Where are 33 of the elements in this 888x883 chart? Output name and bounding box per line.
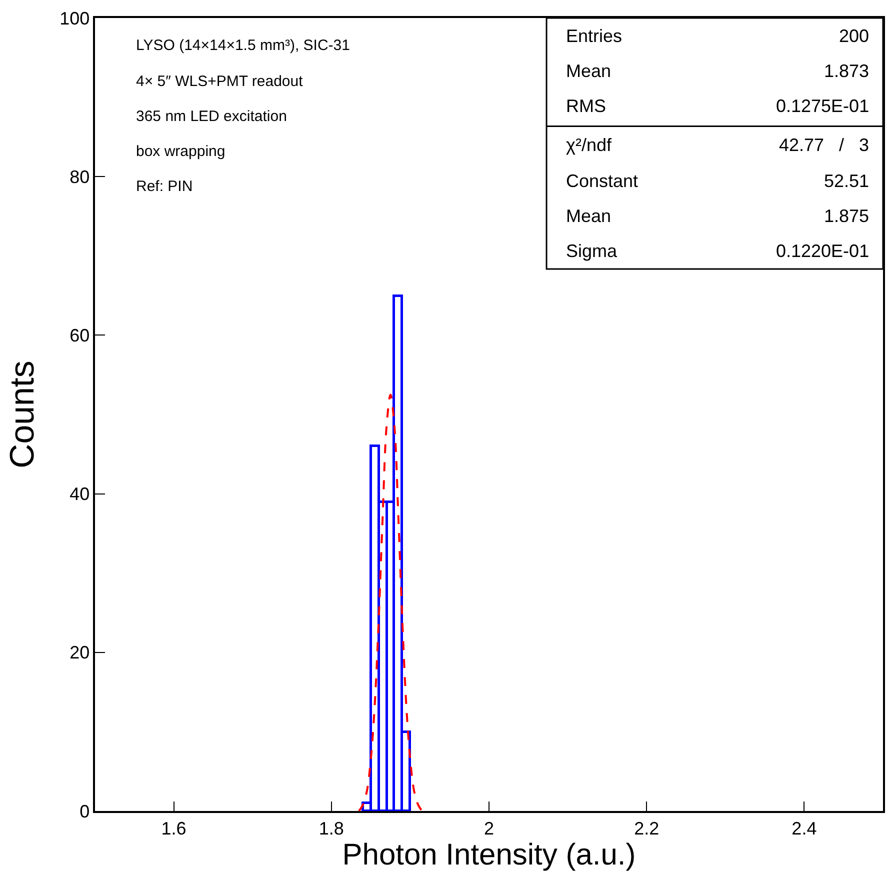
y-tick-label: 20	[70, 642, 90, 663]
annotation: 42.77 / 3	[779, 135, 870, 155]
annotation: Entries	[566, 26, 622, 46]
y-tick-label: 40	[70, 484, 90, 504]
annotation: box wrapping	[136, 143, 226, 160]
x-tick-label: 2	[484, 818, 494, 838]
annotation: Sigma	[566, 241, 618, 261]
y-tick-label: 100	[60, 8, 90, 28]
y-axis-title: Counts	[4, 360, 42, 468]
x-axis-title: Photon Intensity (a.u.)	[342, 838, 636, 872]
annotation: 1.873	[824, 61, 870, 81]
annotation: Mean	[566, 206, 612, 226]
x-tick-label: 2.4	[792, 818, 817, 838]
annotation: Constant	[566, 171, 638, 191]
y-tick-label: 80	[70, 166, 90, 187]
annotation: 0.1220E-01	[776, 241, 870, 261]
y-tick-label: 60	[70, 326, 90, 346]
annotation: 4× 5″ WLS+PMT readout	[136, 73, 304, 90]
annotation: 0.1275E-01	[776, 96, 870, 116]
annotation: 365 nm LED excitation	[136, 108, 287, 125]
annotation: RMS	[566, 96, 606, 116]
line-series	[358, 394, 424, 811]
annotation: 200	[839, 26, 870, 46]
annotation: χ²/ndf	[566, 135, 612, 155]
x-tick-label: 1.6	[161, 818, 186, 838]
annotation: Ref: PIN	[136, 178, 193, 195]
annotation: LYSO (14×14×1.5 mm³), SIC-31	[136, 37, 350, 54]
x-tick-label: 2.2	[634, 818, 660, 838]
annotation: 1.875	[824, 206, 870, 226]
annotation: 52.51	[824, 171, 870, 191]
annotation: Mean	[566, 61, 612, 81]
x-tick-label: 1.8	[318, 818, 344, 838]
y-tick-label: 0	[80, 801, 90, 822]
